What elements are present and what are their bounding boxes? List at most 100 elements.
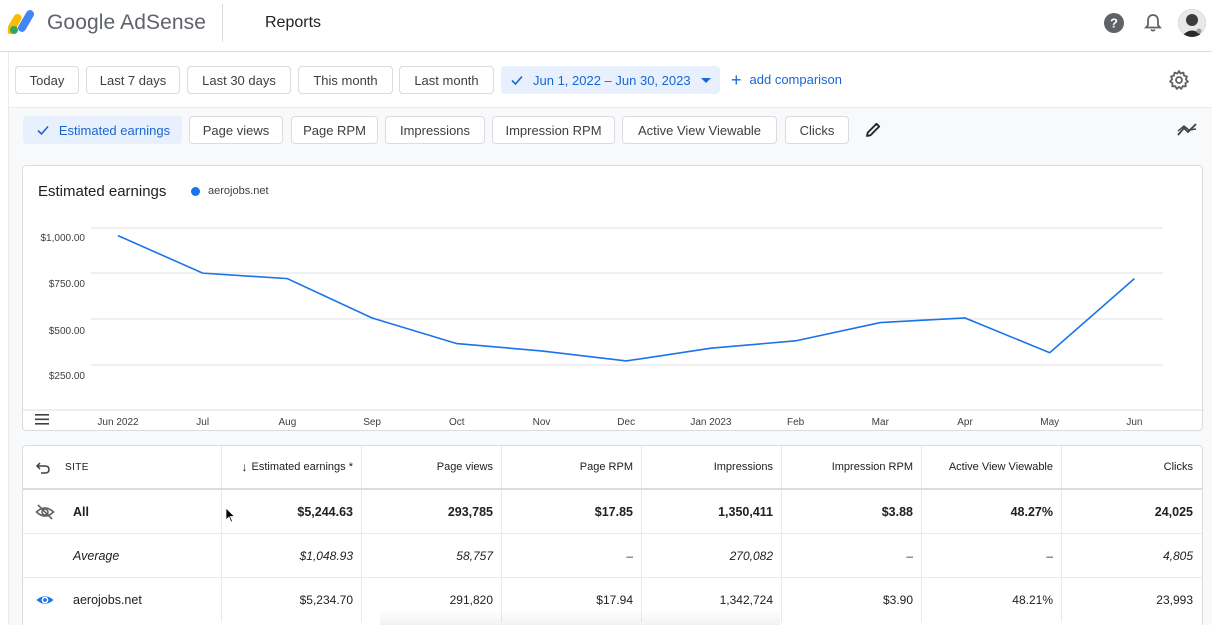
site-name: Average (73, 548, 120, 563)
date-range-label: Jun 1, 2022 – Jun 30, 2023 (533, 72, 691, 88)
back-arrow-icon[interactable] (35, 459, 51, 475)
cell-impression-rpm: – (782, 534, 922, 577)
account-avatar[interactable] (1178, 9, 1206, 37)
chart-type-trend-icon[interactable] (1176, 120, 1198, 140)
site-name: All (73, 504, 89, 519)
adsense-logo-icon[interactable] (8, 9, 38, 35)
header-page-rpm[interactable]: Page RPM (502, 446, 642, 488)
cell-active-view: 48.27% (922, 490, 1062, 533)
x-tick-label: Mar (872, 417, 890, 428)
header-active-view[interactable]: Active View Viewable (922, 446, 1062, 488)
metric-chips-bar: Estimated earnings Page views Page RPM I… (9, 108, 1212, 152)
header-impression-rpm[interactable]: Impression RPM (782, 446, 922, 488)
header-page-views[interactable]: Page views (362, 446, 502, 488)
cell-site: aerojobs.net (23, 578, 222, 622)
legend-dot (191, 186, 200, 196)
x-tick-label: Jun 2022 (97, 417, 139, 428)
line-chart: $1,000.00 $750.00 $500.00 $250.00 Jun 2022 Ju… (23, 227, 1204, 428)
header-clicks[interactable]: Clicks (1163, 461, 1193, 473)
cell-impression-rpm: $3.88 (782, 490, 922, 533)
cell-site: All (23, 490, 222, 533)
header-site[interactable]: SITE (23, 446, 222, 488)
x-tick-label: Aug (279, 417, 297, 428)
left-rail (0, 52, 9, 625)
brand-name[interactable]: Google AdSense (47, 11, 206, 35)
help-icon[interactable]: ? (1103, 12, 1125, 34)
metric-chip-label: Estimated earnings (58, 122, 171, 138)
notifications-icon[interactable] (1142, 12, 1164, 34)
cell-page-rpm: – (502, 534, 642, 577)
cell-active-view: 48.21% (922, 578, 1062, 622)
date-last7-button[interactable]: Last 7 days (86, 66, 180, 94)
check-icon (511, 75, 523, 86)
dropdown-caret-icon (700, 77, 711, 83)
chart-legend: aerojobs.net (191, 185, 269, 197)
brand-product: AdSense (120, 11, 207, 34)
edit-pencil-icon[interactable] (863, 120, 883, 140)
y-tick-label: $1,000.00 (41, 233, 86, 244)
bottom-shadow (380, 610, 780, 625)
visibility-icon[interactable] (35, 590, 55, 610)
cell-clicks: 4,805 (1162, 548, 1193, 563)
date-range-picker[interactable]: Jun 1, 2022 – Jun 30, 2023 (501, 66, 720, 94)
header-estimated-earnings[interactable]: ↓ Estimated earnings * (222, 446, 362, 488)
report-table: SITE ↓ Estimated earnings * Page views P… (22, 445, 1203, 625)
table-row-all: All $5,244.63 293,785 $17.85 1,350,411 $… (23, 490, 1202, 534)
header-site-label: SITE (65, 461, 89, 473)
header-impressions[interactable]: Impressions (642, 446, 782, 488)
table-row-site: aerojobs.net $5,234.70 291,820 $17.94 1,… (23, 578, 1202, 622)
settings-gear-icon[interactable] (1168, 69, 1190, 91)
cell-clicks: 24,025 (1154, 504, 1193, 519)
visibility-off-icon[interactable] (35, 502, 55, 522)
date-filter-bar: Today Last 7 days Last 30 days This mont… (9, 52, 1212, 108)
y-tick-label: $250.00 (49, 371, 86, 382)
legend-series-label: aerojobs.net (208, 185, 269, 197)
cell-page-views: 291,820 (362, 578, 502, 622)
metric-chip-impressions[interactable]: Impressions (385, 116, 485, 144)
x-tick-label: Jan 2023 (690, 417, 732, 428)
date-last-month-button[interactable]: Last month (399, 66, 494, 94)
table-row-average: Average $1,048.93 58,757 – 270,082 – – 4… (23, 534, 1202, 578)
x-tick-label: May (1040, 417, 1059, 428)
earnings-chart-card: Estimated earnings aerojobs.net $1,000.0… (22, 165, 1204, 431)
metric-chip-impression-rpm[interactable]: Impression RPM (492, 116, 615, 144)
x-tick-label: Sep (363, 417, 381, 428)
y-tick-label: $500.00 (49, 326, 86, 337)
series-line-aerojobs[interactable] (117, 234, 1135, 362)
date-today-button[interactable]: Today (15, 66, 79, 94)
top-app-bar: Google AdSense Reports ? (0, 0, 1212, 52)
x-tick-label: Feb (787, 417, 805, 428)
cell-earnings: $1,048.93 (222, 534, 362, 577)
svg-text:?: ? (1110, 16, 1118, 31)
table-header-row: SITE ↓ Estimated earnings * Page views P… (23, 446, 1202, 490)
site-name[interactable]: aerojobs.net (73, 593, 142, 607)
metric-chip-active-view[interactable]: Active View Viewable (622, 116, 777, 144)
x-tick-label: Jul (196, 417, 209, 428)
metric-chip-page-rpm[interactable]: Page RPM (291, 116, 378, 144)
cell-impression-rpm: $3.90 (782, 578, 922, 622)
check-icon (37, 125, 49, 136)
date-last30-button[interactable]: Last 30 days (187, 66, 291, 94)
add-comparison-label: add comparison (749, 72, 843, 87)
cell-page-views: 58,757 (362, 534, 502, 577)
cell-earnings: $5,244.63 (222, 490, 362, 533)
avatar-photo-icon (1178, 9, 1206, 37)
metric-chip-estimated-earnings[interactable]: Estimated earnings (23, 116, 182, 144)
cell-page-views: 293,785 (362, 490, 502, 533)
metric-chip-clicks[interactable]: Clicks (785, 116, 849, 144)
x-tick-label: Nov (533, 417, 551, 428)
x-tick-label: Jun (1126, 417, 1142, 428)
mouse-cursor-icon (225, 507, 235, 523)
plus-icon: + (731, 69, 742, 90)
cell-page-rpm: $17.85 (502, 490, 642, 533)
chart-title: Estimated earnings (38, 183, 167, 200)
date-this-month-button[interactable]: This month (298, 66, 393, 94)
cell-impressions: 1,350,411 (642, 490, 782, 533)
metric-chip-page-views[interactable]: Page views (189, 116, 283, 144)
sort-down-arrow-icon: ↓ (241, 460, 248, 474)
x-tick-label: Dec (617, 417, 635, 428)
add-comparison-button[interactable]: + add comparison (731, 69, 843, 90)
cell-clicks: 23,993 (1156, 593, 1193, 607)
chart-menu-icon[interactable] (35, 414, 49, 425)
cell-impressions: 1,342,724 (642, 578, 782, 622)
